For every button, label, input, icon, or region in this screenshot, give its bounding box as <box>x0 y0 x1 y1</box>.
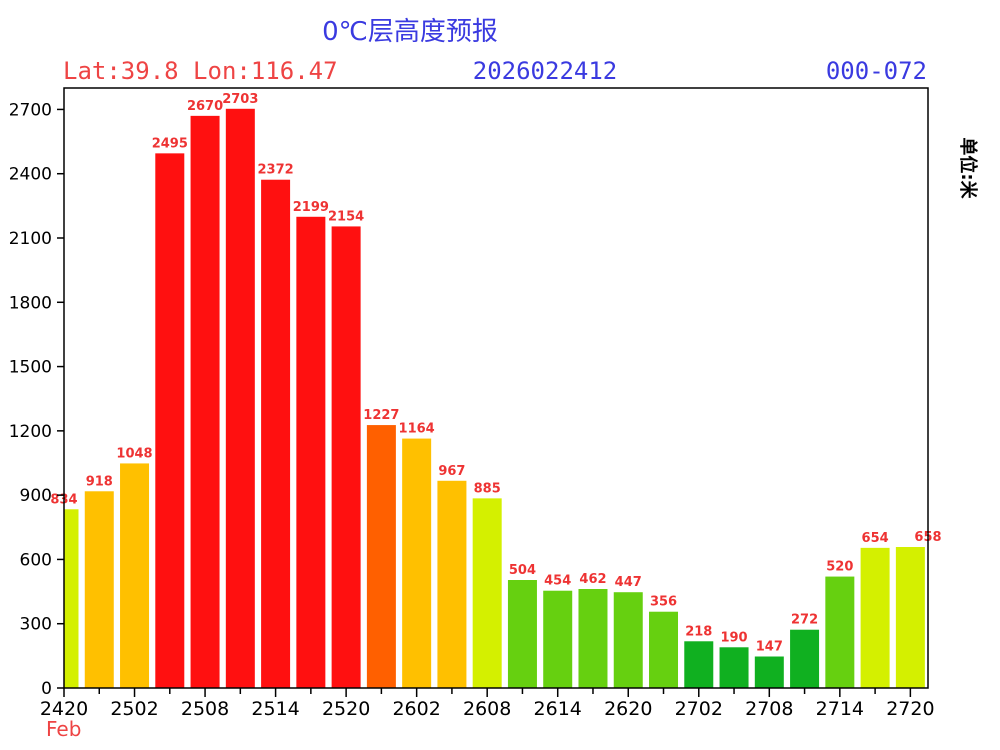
bar <box>261 179 291 688</box>
y-axis: 0 300 600 900 1200 1500 1800 2100 2400 2700 <box>9 100 64 699</box>
y-tick-label: 900 <box>20 486 52 506</box>
x-tick-label: 2714 <box>816 698 864 720</box>
x-tick-label: 2502 <box>110 698 158 720</box>
x-tick-label: 2508 <box>181 698 229 720</box>
y-tick-label: 1800 <box>9 293 52 313</box>
value-label: 447 <box>615 575 642 590</box>
bar <box>543 590 573 688</box>
forecast-range-label: 000-072 <box>826 57 927 85</box>
value-label: 1164 <box>399 422 435 437</box>
value-label: 218 <box>685 624 712 639</box>
value-label: 462 <box>579 572 606 587</box>
bar <box>225 108 255 689</box>
bar <box>296 216 326 689</box>
value-label: 918 <box>86 474 113 489</box>
bar <box>190 115 220 689</box>
x-tick-label: 2420 <box>40 698 88 720</box>
bar <box>754 656 784 688</box>
y-tick-label: 1200 <box>9 422 52 442</box>
x-tick-label: 2602 <box>392 698 440 720</box>
y-tick-label: 2100 <box>9 229 52 249</box>
x-tick-label: 2702 <box>675 698 723 720</box>
x-tick-label: 2608 <box>463 698 511 720</box>
x-tick-label: 2614 <box>534 698 582 720</box>
x-axis: 2420 2502 2508 2514 2520 2602 2608 2614 2620 2702… <box>40 688 935 720</box>
x-tick-label: 2620 <box>604 698 652 720</box>
value-label: 190 <box>720 630 747 645</box>
bar <box>472 498 502 688</box>
x-tick-label: 2720 <box>886 698 934 720</box>
value-label: 2670 <box>187 99 223 114</box>
bar <box>437 480 467 688</box>
bars-group <box>64 108 925 689</box>
y-tick-label: 300 <box>20 615 52 635</box>
value-label: 1227 <box>363 408 399 423</box>
bar <box>649 611 679 688</box>
value-label: 272 <box>791 613 818 628</box>
value-label: 885 <box>474 481 501 496</box>
bar <box>366 425 396 688</box>
bar <box>684 641 714 688</box>
value-label: 1048 <box>116 446 152 461</box>
bar <box>402 438 432 688</box>
value-label: 2154 <box>328 209 364 224</box>
bar <box>331 226 361 688</box>
bar <box>719 647 749 688</box>
x-tick-label: 2708 <box>745 698 793 720</box>
bar <box>120 463 150 688</box>
bar <box>895 547 925 688</box>
value-label: 147 <box>756 640 783 655</box>
value-label: 454 <box>544 574 571 589</box>
value-label: 654 <box>862 531 889 546</box>
value-label: 504 <box>509 563 536 578</box>
y-tick-label: 600 <box>20 550 52 570</box>
x-tick-label: 2514 <box>251 698 299 720</box>
bar <box>578 589 608 688</box>
y-tick-label: 1500 <box>9 358 52 378</box>
bar <box>860 547 890 688</box>
bar <box>825 576 855 688</box>
value-label: 356 <box>650 595 677 610</box>
value-label: 2703 <box>222 92 258 107</box>
y-tick-label: 0 <box>41 679 52 699</box>
value-label: 2495 <box>152 136 188 151</box>
value-label: 967 <box>438 464 465 479</box>
init-time-label: 2026022412 <box>473 57 618 85</box>
location-label: Lat:39.8 Lon:116.47 <box>63 57 338 85</box>
bar <box>64 509 79 688</box>
bar <box>790 629 820 688</box>
value-label: 520 <box>826 560 853 575</box>
plot-frame <box>63 87 929 689</box>
bar <box>84 491 114 688</box>
value-label: 2199 <box>293 200 329 215</box>
y-tick-label: 2400 <box>9 165 52 185</box>
bar <box>613 592 643 688</box>
chart-title: 0℃层高度预报 <box>322 17 498 47</box>
x-tick-label: 2520 <box>322 698 370 720</box>
y-tick-label: 2700 <box>9 100 52 120</box>
unit-label: 单位:米 <box>957 137 979 199</box>
month-label: Feb <box>46 717 81 741</box>
bar <box>155 153 185 688</box>
bar <box>507 580 537 688</box>
value-label: 2372 <box>257 163 293 178</box>
